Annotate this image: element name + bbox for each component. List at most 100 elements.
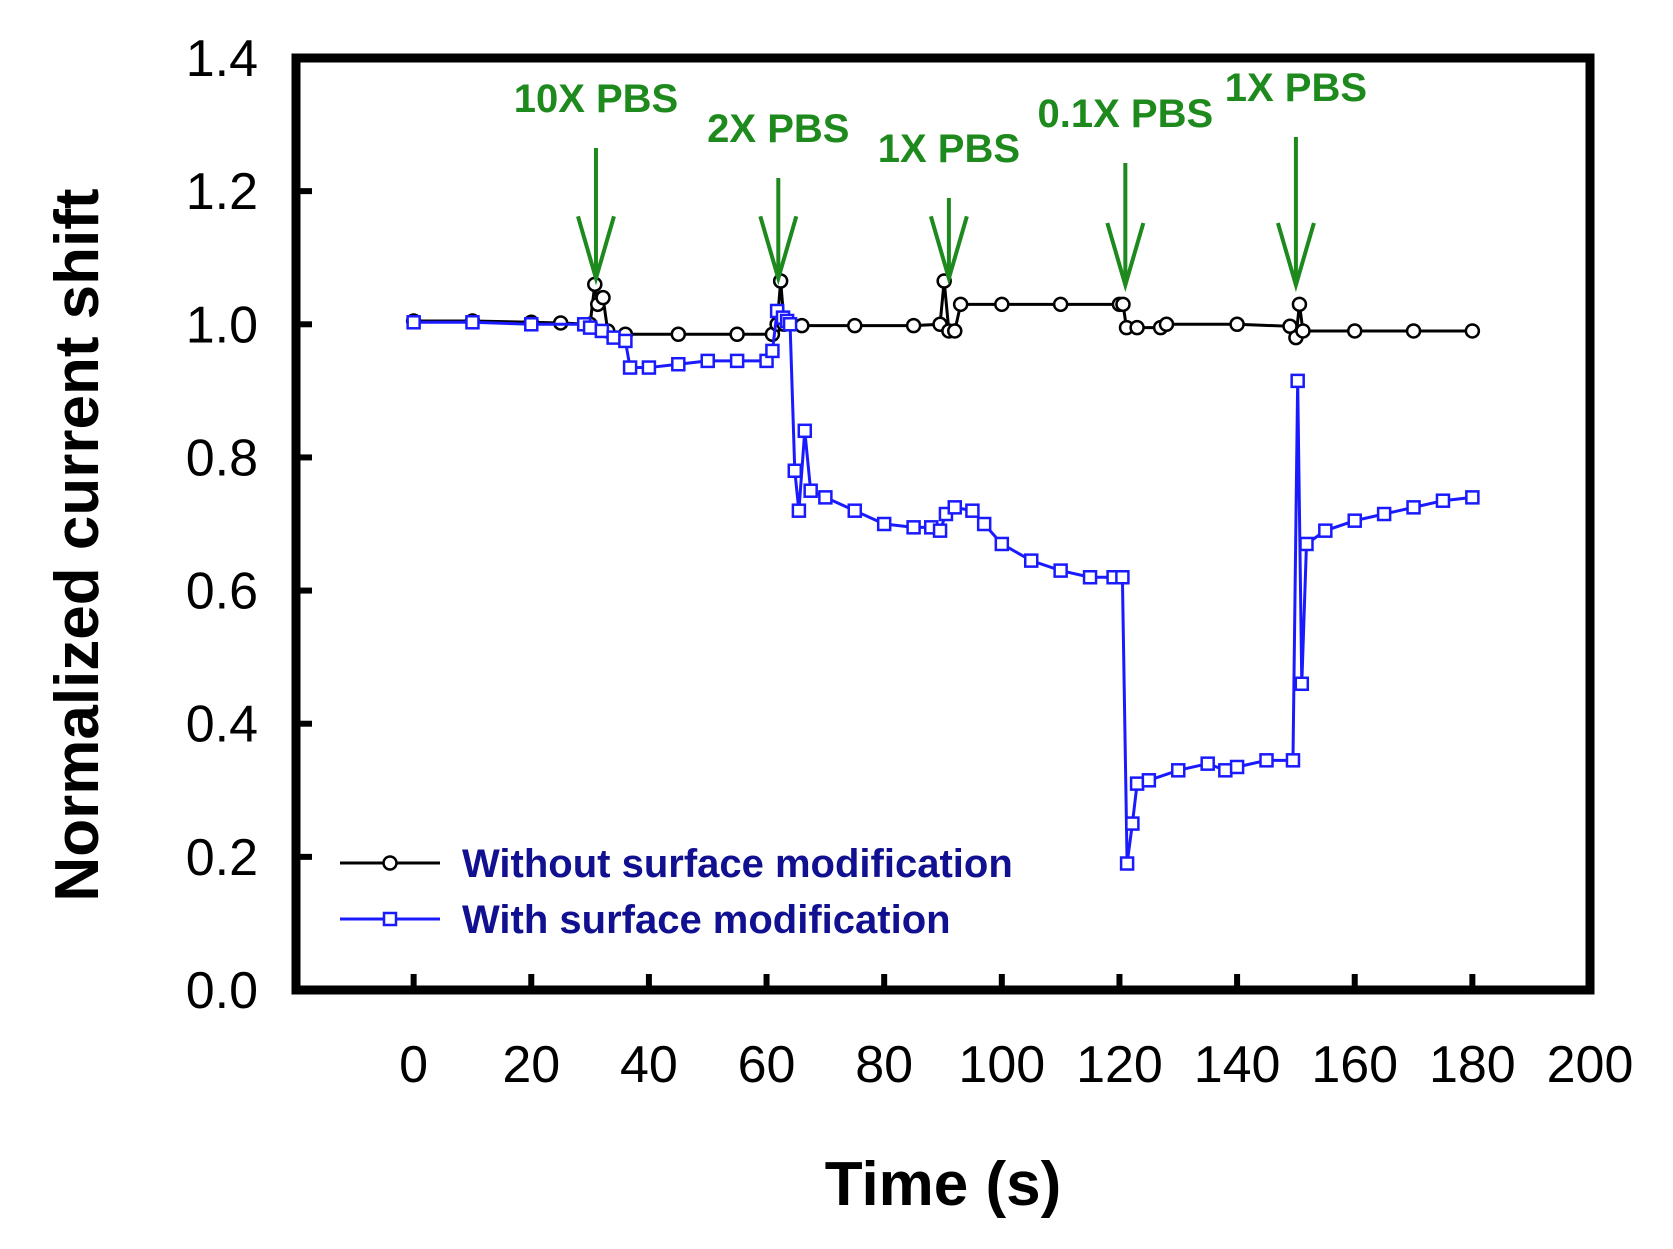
data-point (994, 536, 1010, 552)
series-1 (405, 273, 1481, 346)
data-point (594, 323, 610, 339)
data-point (847, 317, 863, 334)
data-point (1294, 676, 1310, 692)
legend-label: Without surface modification (462, 842, 1013, 886)
y-tick-label: 0.2 (186, 829, 258, 887)
data-point (791, 503, 807, 518)
data-point (1023, 553, 1039, 568)
legend-label: With surface modification (462, 898, 951, 942)
data-point (782, 317, 798, 332)
annotation-label: 0.1X PBS (1038, 92, 1214, 136)
data-point (671, 356, 686, 372)
data-point (1125, 816, 1140, 831)
y-tick-label: 1.2 (186, 163, 258, 221)
data-point (1291, 296, 1308, 313)
data-point (1464, 323, 1481, 339)
data-point (729, 326, 745, 343)
legend-marker (382, 911, 398, 927)
annotation-label: 1X PBS (1225, 66, 1367, 110)
data-point (947, 500, 963, 515)
data-point (765, 343, 780, 359)
legend-marker (382, 855, 398, 871)
data-point (1318, 523, 1333, 538)
x-axis-title: Time (s) (825, 1150, 1062, 1219)
x-tick-label: 120 (1076, 1036, 1163, 1094)
data-point (1299, 536, 1314, 552)
data-point (1119, 856, 1135, 871)
data-point (1200, 756, 1215, 771)
data-point (670, 326, 687, 343)
series-layer (405, 273, 1481, 871)
data-point (1082, 570, 1098, 585)
series-line (413, 307, 1473, 864)
data-point (1129, 776, 1145, 791)
data-point (1052, 296, 1069, 313)
data-point (1229, 316, 1245, 333)
data-point (406, 315, 421, 330)
data-point (1229, 759, 1245, 775)
data-point (1218, 763, 1233, 778)
x-tick-label: 100 (958, 1036, 1045, 1094)
data-point (1290, 373, 1305, 389)
x-tick-label: 60 (738, 1036, 796, 1094)
data-point (595, 289, 611, 306)
y-tick-label: 0.4 (186, 696, 258, 754)
annotation-arrow-head (928, 215, 969, 286)
data-point (1171, 763, 1186, 778)
data-point (797, 423, 813, 439)
x-tick-label: 160 (1311, 1036, 1398, 1094)
data-point (952, 296, 969, 313)
data-point (1376, 506, 1392, 522)
annotation-label: 10X PBS (514, 77, 679, 121)
data-point (905, 317, 922, 334)
data-point (947, 323, 963, 339)
y-tick-label: 0.8 (186, 429, 258, 487)
data-point (1141, 773, 1157, 788)
data-point (1346, 323, 1363, 339)
x-tick-label: 180 (1429, 1036, 1516, 1094)
data-point (1053, 563, 1068, 578)
data-point (994, 296, 1010, 313)
data-point (932, 523, 948, 538)
data-point (1158, 316, 1175, 333)
data-point (1129, 319, 1145, 336)
data-point (906, 520, 921, 535)
data-point (1259, 753, 1274, 768)
y-tick-label: 1.0 (186, 296, 258, 354)
annotation-label: 2X PBS (707, 107, 849, 151)
x-axis-ticks: 0 20 40 60 80 100 120 140 160 180 200 (399, 974, 1633, 1094)
data-point (1465, 490, 1480, 505)
x-tick-label: 0 (399, 1036, 428, 1094)
annotation-label: 1X PBS (878, 127, 1020, 171)
data-point (803, 483, 818, 498)
data-point (1405, 323, 1422, 339)
x-tick-label: 20 (502, 1036, 560, 1094)
data-point (876, 516, 892, 532)
data-point (818, 490, 833, 505)
annotation-arrow-head (758, 215, 799, 286)
plot-frame (291, 53, 1595, 995)
data-point (618, 333, 633, 349)
data-point (1295, 323, 1311, 339)
annotation-arrow-head (1105, 222, 1146, 293)
y-tick-label: 1.4 (186, 30, 258, 88)
data-point (847, 503, 863, 518)
data-point (465, 315, 480, 330)
data-point (641, 360, 657, 375)
data-point (729, 353, 745, 369)
y-tick-label: 0.0 (186, 962, 258, 1020)
legend: Without surface modification With surface… (340, 842, 1013, 942)
data-point (1115, 296, 1131, 313)
data-point (1406, 500, 1421, 515)
data-point (1115, 570, 1130, 585)
annotation-arrow-head (1275, 222, 1316, 293)
x-tick-label: 140 (1194, 1036, 1281, 1094)
data-point (1285, 753, 1301, 768)
annotation-arrow-head (576, 215, 616, 286)
data-point (1347, 513, 1362, 528)
data-point (606, 330, 621, 345)
x-tick-label: 80 (855, 1036, 913, 1094)
data-point (787, 463, 803, 478)
